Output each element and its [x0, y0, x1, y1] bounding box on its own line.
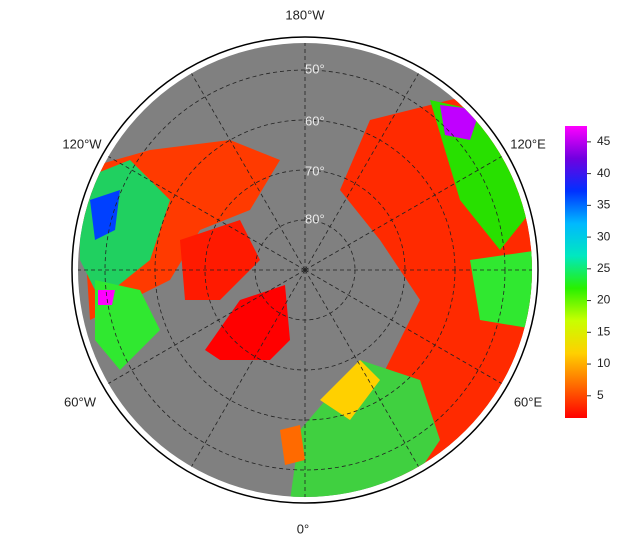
colorbar-ticks: 5 10 15 20 25 30 35 40 45	[587, 134, 611, 402]
colorbar-tick-label: 5	[597, 388, 604, 402]
colorbar-tick-label: 40	[597, 166, 611, 180]
longitude-label: 60°W	[64, 394, 97, 409]
meridian	[191, 269, 306, 467]
alaska-field	[80, 160, 170, 300]
longitude-label: 180°W	[285, 7, 325, 22]
europe-field	[290, 360, 440, 497]
meridian	[108, 156, 306, 271]
meridian	[304, 269, 502, 384]
colorbar-tick-label: 20	[597, 293, 611, 307]
meridian	[304, 269, 419, 467]
arctic-archipelago	[180, 220, 260, 300]
greenland	[205, 285, 290, 360]
british-isles	[280, 425, 305, 465]
scandinavia-field	[320, 360, 380, 420]
longitude-label: 120°W	[62, 136, 102, 151]
longitude-label: 120°E	[510, 136, 546, 151]
colorbar-tick-label: 30	[597, 229, 611, 243]
colorbar-tick-label: 45	[597, 134, 611, 148]
data-field	[80, 95, 532, 497]
meridian	[304, 156, 502, 271]
longitude-label: 0°	[297, 521, 309, 536]
canada-blue	[90, 190, 120, 240]
colorbar-tick-label: 35	[597, 198, 611, 212]
colorbar-tick-label: 10	[597, 356, 611, 370]
colorbar	[565, 126, 587, 418]
meridian	[108, 269, 306, 384]
latitude-label: 80°	[305, 211, 325, 226]
latitude-label: 50°	[305, 61, 325, 76]
longitude-label: 60°E	[514, 394, 543, 409]
labrador-magenta	[98, 290, 115, 305]
graticule	[78, 43, 532, 497]
latitude-label: 60°	[305, 113, 325, 128]
latitude-label: 70°	[305, 163, 325, 178]
meridian	[304, 73, 419, 271]
colorbar-tick-label: 25	[597, 261, 611, 275]
meridian	[191, 73, 306, 271]
colorbar-tick-label: 15	[597, 324, 611, 338]
